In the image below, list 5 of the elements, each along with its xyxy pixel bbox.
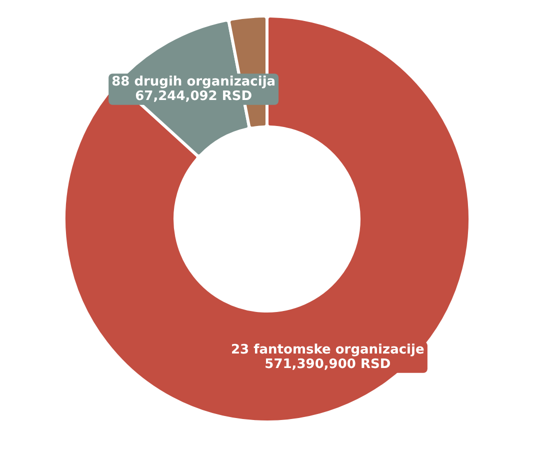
donut-slice <box>62 14 472 424</box>
slice-label: 88 drugih organizacija <box>112 74 276 90</box>
data-label: 571,390,900 RSD <box>264 356 391 372</box>
data-label: 67,244,092 RSD <box>135 88 252 104</box>
slice-label: 23 fantomske organizacije <box>230 342 424 358</box>
